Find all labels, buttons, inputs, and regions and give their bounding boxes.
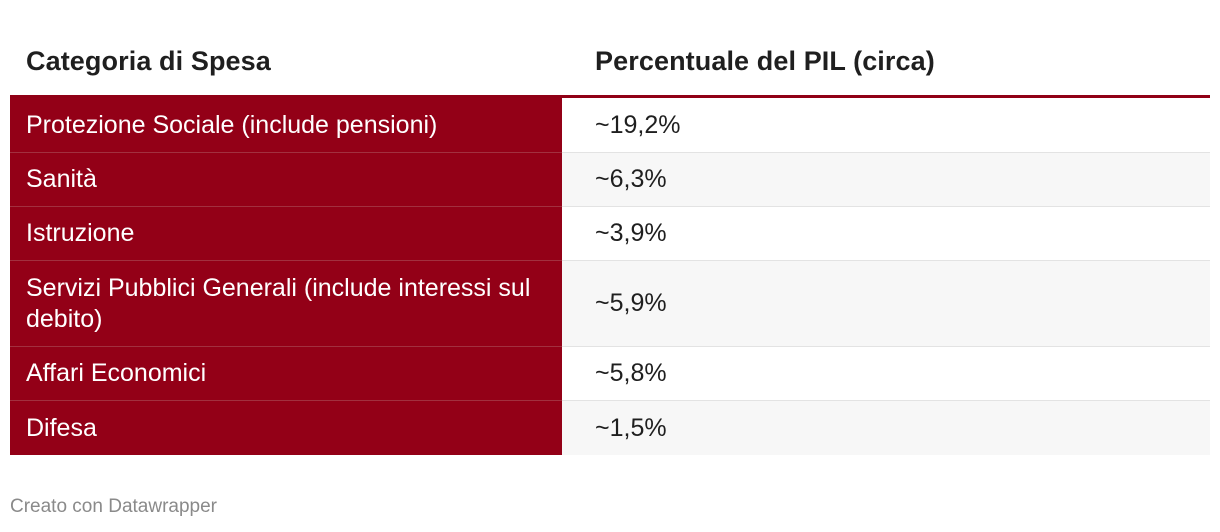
value-cell: ~6,3% [562,153,1210,206]
category-cell: Sanità [10,153,562,207]
value-cell: ~3,9% [562,207,1210,260]
data-table: Categoria di Spesa Percentuale del PIL (… [10,28,1210,455]
category-cell: Difesa [10,401,562,455]
header-percentage: Percentuale del PIL (circa) [595,46,935,76]
category-cell: Servizi Pubblici Generali (include inter… [10,261,562,347]
table-row: Istruzione ~3,9% [10,207,1210,261]
table-header-row: Categoria di Spesa Percentuale del PIL (… [10,28,1210,98]
value-cell: ~19,2% [562,98,1210,152]
value-cell: ~5,9% [562,261,1210,346]
value-cell: ~1,5% [562,401,1210,455]
category-cell: Affari Economici [10,347,562,401]
category-cell: Protezione Sociale (include pensioni) [10,98,562,153]
value-cell: ~5,8% [562,347,1210,400]
header-category: Categoria di Spesa [26,46,271,76]
category-cell: Istruzione [10,207,562,261]
table-row: Difesa ~1,5% [10,401,1210,455]
table-row: Servizi Pubblici Generali (include inter… [10,261,1210,347]
credit-footer: Creato con Datawrapper [10,496,217,517]
table-row: Sanità ~6,3% [10,153,1210,207]
table-row: Protezione Sociale (include pensioni) ~1… [10,98,1210,153]
table-row: Affari Economici ~5,8% [10,347,1210,401]
